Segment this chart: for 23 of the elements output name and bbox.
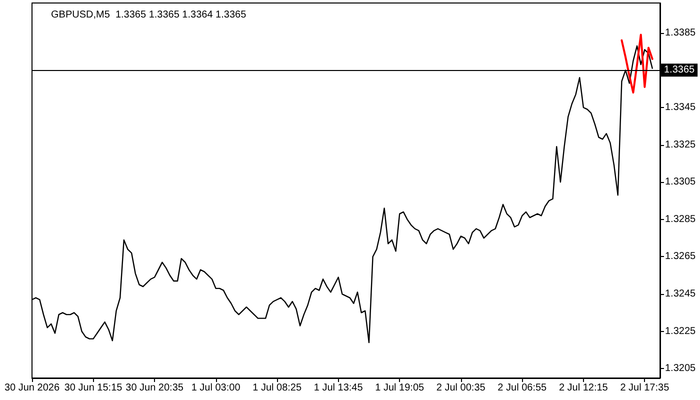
x-tick-label: 1 Jul 03:00 xyxy=(191,382,241,394)
y-tick-label: 1.3305 xyxy=(665,176,696,188)
x-tick-label: 30 Jun 2026 xyxy=(4,382,60,394)
x-tick-label: 1 Jul 13:45 xyxy=(314,382,364,394)
x-tick-label: 1 Jul 08:25 xyxy=(252,382,302,394)
x-tick-label: 1 Jul 19:05 xyxy=(375,382,425,394)
line-series xyxy=(620,34,654,94)
y-tick-label: 1.3205 xyxy=(665,363,696,374)
y-tick-label: 1.3225 xyxy=(665,326,696,337)
y-tick-label: 1.3265 xyxy=(665,251,696,262)
y-tick-label: 1.3245 xyxy=(665,288,696,300)
text: GBPUSD,M5 1.3365 1.3365 1.3364 1.3365 xyxy=(51,10,247,20)
y-tick-label: 1.3345 xyxy=(665,102,696,113)
x-tick-label: 2 Jul 17:35 xyxy=(620,382,670,394)
ref-line-label: 1.3365 xyxy=(664,64,696,76)
x-tick-label: 30 Jun 15:15 xyxy=(64,382,123,394)
x-tick-label: 2 Jul 06:55 xyxy=(498,382,548,394)
x-tick-label: 2 Jul 12:15 xyxy=(558,382,608,394)
x-tick-label: 30 Jun 20:35 xyxy=(126,382,184,394)
y-tick-label: 1.3385 xyxy=(665,27,696,38)
x-tick-label: 2 Jul 00:35 xyxy=(436,382,486,394)
y-tick-label: 1.3285 xyxy=(665,214,696,225)
y-tick-label: 1.3325 xyxy=(665,139,696,150)
